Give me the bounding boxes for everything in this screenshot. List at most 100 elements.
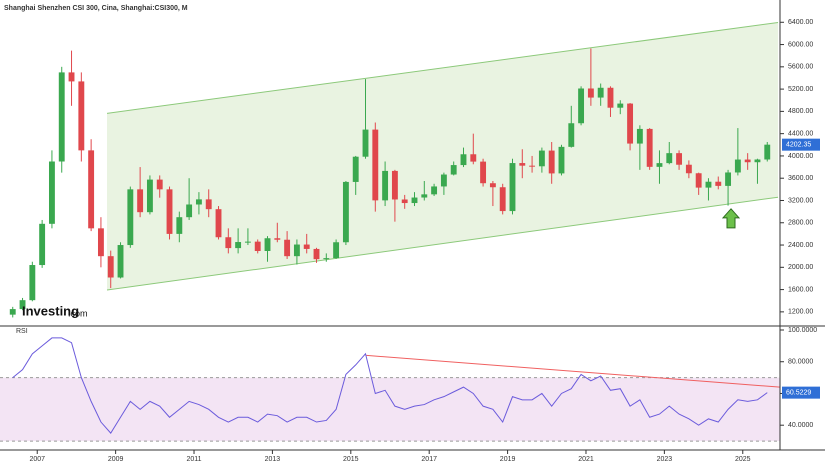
candle-body bbox=[293, 244, 300, 257]
candle-body bbox=[107, 256, 114, 278]
y2-tick-label: 100.0000 bbox=[788, 327, 817, 334]
y-tick-label: 1200.00 bbox=[788, 309, 813, 316]
candle-body bbox=[137, 189, 144, 213]
candle-body bbox=[646, 128, 653, 167]
candle-body bbox=[215, 209, 222, 238]
candle-body bbox=[695, 173, 702, 188]
y-tick-label: 4000.00 bbox=[788, 153, 813, 160]
candle-body bbox=[284, 239, 291, 257]
candle-body bbox=[88, 150, 95, 229]
candle-body bbox=[313, 248, 320, 260]
candle-body bbox=[176, 217, 183, 234]
candle-body bbox=[470, 154, 477, 162]
candle-body bbox=[225, 237, 232, 249]
candle-body bbox=[440, 174, 447, 187]
candle-body bbox=[627, 103, 634, 144]
y-tick-label: 3200.00 bbox=[788, 197, 813, 204]
x-tick-label: 2023 bbox=[657, 456, 673, 463]
candle-body bbox=[362, 129, 369, 157]
candle-body bbox=[235, 242, 242, 249]
candle-body bbox=[431, 186, 438, 195]
candle-body bbox=[186, 204, 193, 218]
x-tick-label: 2013 bbox=[265, 456, 281, 463]
y-tick-label: 4800.00 bbox=[788, 108, 813, 115]
candle-body bbox=[166, 189, 173, 234]
candle-body bbox=[587, 88, 594, 98]
candle-body bbox=[685, 164, 692, 174]
candle-body bbox=[666, 153, 673, 164]
plot: 1200.00 1600.00 2000.00 2400.00 2800.00 3200.… bbox=[0, 19, 820, 463]
candle-body bbox=[323, 258, 330, 260]
candle-body bbox=[411, 197, 418, 204]
candle-body bbox=[264, 238, 271, 251]
candle-body bbox=[205, 199, 212, 210]
candle-body bbox=[117, 245, 124, 278]
candle-body bbox=[391, 170, 398, 200]
candle-body bbox=[548, 150, 555, 174]
candle-body bbox=[754, 159, 761, 163]
candle-body bbox=[19, 300, 26, 310]
candle-body bbox=[509, 163, 516, 212]
rsi-trendline bbox=[366, 354, 781, 388]
logo-suffix: .com bbox=[68, 308, 88, 318]
rsi-line bbox=[12, 337, 768, 434]
channel-lower bbox=[106, 196, 779, 291]
rsi-band bbox=[0, 377, 780, 442]
logo: Investing bbox=[22, 303, 79, 318]
rsi-tag-label: 60.5229 bbox=[786, 389, 811, 396]
x-tick-label: 2021 bbox=[578, 456, 594, 463]
x-tick-label: 2007 bbox=[29, 456, 45, 463]
candle-body bbox=[352, 156, 359, 182]
candle-body bbox=[607, 87, 614, 108]
candle-body bbox=[333, 242, 340, 259]
y-tick-label: 1600.00 bbox=[788, 286, 813, 293]
chart-title: Shanghai Shenzhen CSI 300, Cina, Shangha… bbox=[4, 5, 188, 12]
candle-body bbox=[558, 146, 565, 174]
candle-body bbox=[538, 150, 545, 167]
candle-body bbox=[480, 161, 487, 184]
candle-body bbox=[195, 199, 202, 205]
candle-body bbox=[568, 123, 575, 147]
x-tick-label: 2011 bbox=[186, 456, 201, 463]
candle-body bbox=[597, 87, 604, 98]
price-tag bbox=[782, 138, 820, 151]
candle-body bbox=[342, 181, 349, 243]
candle-body bbox=[39, 223, 46, 266]
y-tick-label: 2400.00 bbox=[788, 242, 813, 249]
candle-body bbox=[636, 128, 643, 144]
indicator-name: RSI bbox=[16, 328, 28, 335]
x-tick-label: 2015 bbox=[343, 456, 359, 463]
y-tick-label: 4400.00 bbox=[788, 130, 813, 137]
candle-body bbox=[421, 194, 428, 198]
candle-body bbox=[578, 88, 585, 124]
candle-body bbox=[617, 103, 624, 108]
candle-body bbox=[734, 159, 741, 173]
candle-body bbox=[764, 144, 771, 160]
channel-upper bbox=[106, 21, 779, 114]
y-tick-label: 5600.00 bbox=[788, 64, 813, 71]
x-tick-label: 2017 bbox=[421, 456, 437, 463]
candle-body bbox=[274, 238, 281, 240]
candle-body bbox=[529, 165, 536, 167]
price-tag-label: 4202.35 bbox=[786, 142, 811, 149]
arrow-marker bbox=[721, 208, 741, 229]
candle-body bbox=[656, 163, 663, 167]
candle-body bbox=[705, 181, 712, 188]
candle-body bbox=[372, 129, 379, 201]
candle-body bbox=[58, 72, 65, 162]
candle-body bbox=[9, 309, 16, 315]
y-tick-label: 3600.00 bbox=[788, 175, 813, 182]
y-tick-label: 2000.00 bbox=[788, 264, 813, 271]
x-tick-label: 2009 bbox=[108, 456, 124, 463]
y2-tick-label: 80.0000 bbox=[788, 359, 813, 366]
y-tick-label: 6000.00 bbox=[788, 41, 813, 48]
candle-body bbox=[489, 183, 496, 188]
y-tick-label: 2800.00 bbox=[788, 220, 813, 227]
candle-body bbox=[97, 228, 104, 257]
candle-body bbox=[744, 159, 751, 163]
candle-body bbox=[156, 179, 163, 190]
y-tick-label: 5200.00 bbox=[788, 86, 813, 93]
candle-body bbox=[499, 187, 506, 212]
candle-body bbox=[146, 179, 153, 213]
x-tick-label: 2019 bbox=[500, 456, 516, 463]
